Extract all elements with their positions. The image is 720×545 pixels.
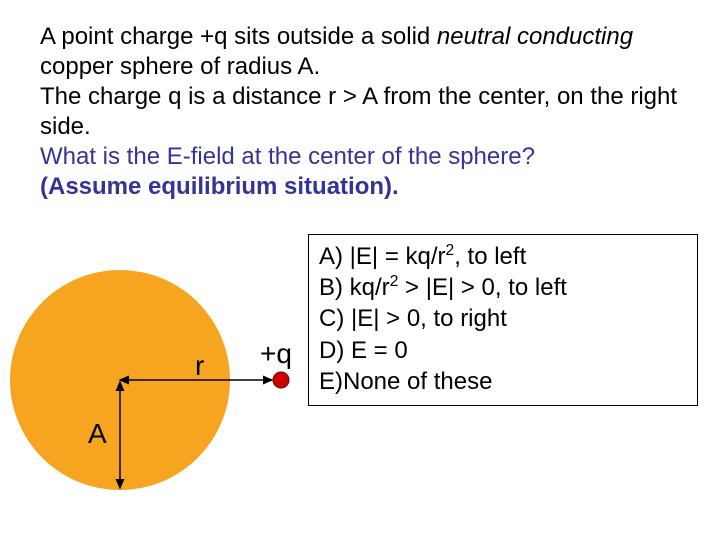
option-b: B) kq/r2 > |E| > 0, to left (319, 272, 687, 303)
q-line5: (Assume equilibrium situation). (40, 173, 399, 200)
point-charge (273, 372, 289, 388)
q-line1-pre: A point charge +q sits outside a solid (40, 23, 437, 50)
charge-label: +q (260, 338, 292, 370)
option-d: D) E = 0 (319, 335, 687, 366)
answer-options: A) |E| = kq/r2, to left B) kq/r2 > |E| >… (308, 234, 698, 406)
diagram-svg (0, 250, 320, 540)
q-line2-rest: copper sphere of radius A. (40, 53, 320, 80)
r-label: r (195, 350, 204, 382)
q-line4: What is the E-field at the center of the… (40, 143, 535, 170)
q-line1-italic: neutral (437, 23, 510, 50)
a-label: A (88, 418, 107, 450)
question-text: A point charge +q sits outside a solid n… (40, 22, 680, 202)
option-a: A) |E| = kq/r2, to left (319, 241, 687, 272)
q-line3: The charge q is a distance r > A from th… (40, 83, 677, 140)
physics-diagram: +q r A (0, 250, 320, 540)
option-e: E)None of these (319, 366, 687, 397)
option-c: C) |E| > 0, to right (319, 303, 687, 334)
q-line2-italic: conducting (517, 23, 633, 50)
